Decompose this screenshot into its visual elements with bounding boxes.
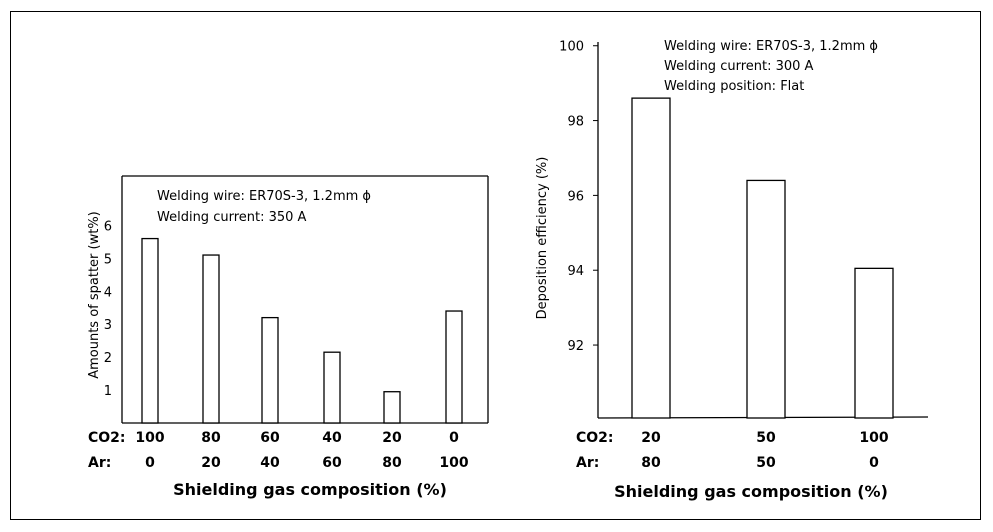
chart1-annotation: Welding current: 350 A xyxy=(157,210,307,225)
chart2-x-tick-ar: 80 xyxy=(641,455,661,471)
chart1-x-tick-ar: 60 xyxy=(322,455,342,471)
chart2-bar xyxy=(854,267,894,419)
figure-frame xyxy=(10,11,981,520)
chart1-x-tick-co2: 0 xyxy=(449,430,459,446)
chart2-annotation: Welding wire: ER70S-3, 1.2mm ϕ xyxy=(664,39,878,54)
chart1-y-tick-label: 5 xyxy=(104,252,112,267)
chart1-y-tick-label: 4 xyxy=(104,285,112,300)
chart2-y-tick-label: 98 xyxy=(567,115,584,130)
chart1-x-tick-co2: 80 xyxy=(201,430,221,446)
chart1-x-tick-ar: 100 xyxy=(439,455,468,471)
chart2-bar xyxy=(746,179,786,419)
chart1-bar xyxy=(445,310,463,424)
chart1-y-tick-label: 6 xyxy=(104,219,112,234)
chart1-x-tick-co2: 60 xyxy=(260,430,280,446)
chart2-y-tick-label: 92 xyxy=(567,339,584,354)
chart1-x-tick-co2: 100 xyxy=(135,430,164,446)
chart2-x-tick-co2: 50 xyxy=(756,430,776,446)
chart1-row-label-ar: Ar: xyxy=(88,455,111,471)
chart1-x-tick-co2: 40 xyxy=(322,430,342,446)
chart1-y-tick-label: 2 xyxy=(104,351,112,366)
chart1-x-axis-label: Shielding gas composition (%) xyxy=(173,480,447,499)
chart1-x-tick-ar: 20 xyxy=(201,455,221,471)
chart1-annotation: Welding wire: ER70S-3, 1.2mm ϕ xyxy=(157,189,371,204)
chart1-bar xyxy=(141,237,159,424)
chart2-x-tick-co2: 20 xyxy=(641,430,661,446)
chart2-x-tick-ar: 50 xyxy=(756,455,776,471)
chart1-row-label-co2: CO2: xyxy=(88,430,126,446)
chart2-y-tick-label: 96 xyxy=(567,189,584,204)
chart2-x-tick-ar: 0 xyxy=(869,455,879,471)
chart2-annotation: Welding position: Flat xyxy=(664,79,804,94)
chart1-y-axis-label: Amounts of spatter (wt%) xyxy=(87,211,102,379)
chart2-row-label-co2: CO2: xyxy=(576,430,614,446)
chart1-x-tick-ar: 40 xyxy=(260,455,280,471)
chart2-annotation: Welding current: 300 A xyxy=(664,59,814,74)
chart1-bar xyxy=(261,316,279,424)
chart2-bar xyxy=(631,97,671,419)
chart1-x-tick-ar: 80 xyxy=(382,455,402,471)
chart2-x-axis-label: Shielding gas composition (%) xyxy=(614,482,888,501)
chart2-x-tick-co2: 100 xyxy=(859,430,888,446)
chart2-y-tick-label: 100 xyxy=(559,40,584,55)
chart2-row-label-ar: Ar: xyxy=(576,455,599,471)
chart1-y-tick-label: 1 xyxy=(104,384,112,399)
chart1-x-tick-ar: 0 xyxy=(145,455,155,471)
chart1-bar xyxy=(323,351,341,424)
chart1-bar xyxy=(202,254,220,424)
chart1-bar xyxy=(383,391,401,424)
chart2-y-tick-label: 94 xyxy=(567,264,584,279)
chart2-y-axis-label: Deposition efficiency (%) xyxy=(535,157,550,320)
chart1-y-tick-label: 3 xyxy=(104,318,112,333)
chart1-x-tick-co2: 20 xyxy=(382,430,402,446)
